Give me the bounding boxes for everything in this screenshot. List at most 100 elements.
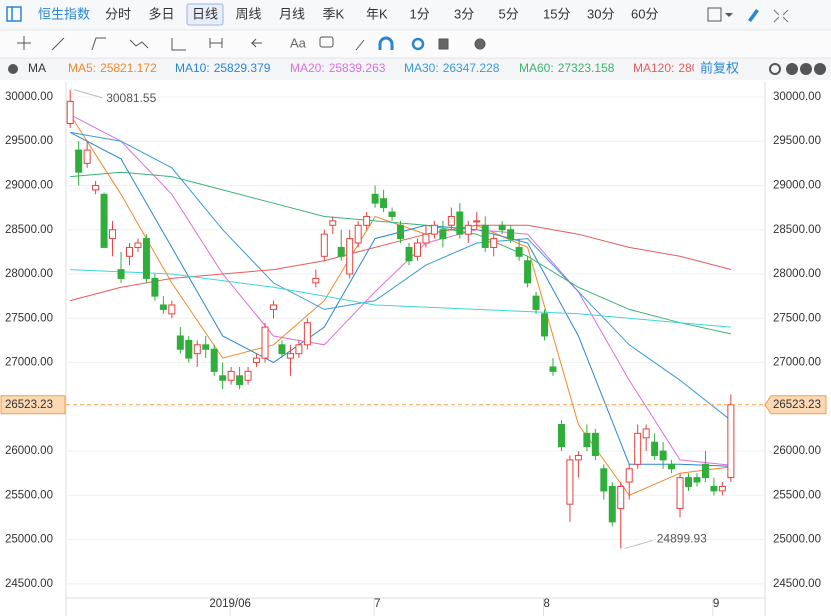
candle-body xyxy=(269,304,277,310)
legend-value: 26347.228 xyxy=(443,61,500,75)
candle-body xyxy=(591,432,599,456)
candle-body xyxy=(456,211,464,235)
crosshair-tool[interactable] xyxy=(17,36,31,50)
candle-body xyxy=(541,313,549,337)
add-icon[interactable] xyxy=(786,63,798,75)
pen-icon[interactable] xyxy=(748,9,759,22)
legend-entry: MA20: 25839.263 xyxy=(290,61,386,75)
period-tab[interactable]: 5分 xyxy=(499,6,519,21)
draw-tools xyxy=(17,36,486,51)
y2-tick-label: 30000.00 xyxy=(773,91,821,103)
period-tab[interactable]: 60分 xyxy=(631,6,658,21)
legend-value: 28050.5 xyxy=(678,61,722,75)
y2-tick-label: 24500.00 xyxy=(773,578,821,590)
candle-body xyxy=(625,468,633,483)
period-tab[interactable]: 周线 xyxy=(236,6,262,21)
candle-body xyxy=(109,229,117,240)
path-tool[interactable] xyxy=(91,37,106,51)
symbol-name[interactable]: 恒生指数 xyxy=(38,6,90,21)
legend-entry: MA120: 28050.5 xyxy=(633,61,722,75)
candle-body xyxy=(685,477,693,487)
y2-tick-label: 27000.00 xyxy=(773,357,821,369)
text-tool[interactable]: Aa xyxy=(290,35,307,50)
arrow-tool[interactable] xyxy=(250,38,262,48)
close-icon[interactable] xyxy=(814,63,826,75)
candle-body xyxy=(447,215,455,226)
candle-body xyxy=(676,477,684,510)
note-tool[interactable] xyxy=(319,36,334,48)
fib-tool[interactable] xyxy=(171,38,186,51)
legend-name: MA20: xyxy=(290,61,325,75)
candle-body xyxy=(219,375,227,381)
period-tab[interactable]: 日线 xyxy=(192,6,218,21)
candle-body xyxy=(574,454,582,461)
adjust-mode[interactable]: 前复权 xyxy=(700,60,739,75)
line-tool[interactable] xyxy=(51,37,65,51)
delete-tool[interactable] xyxy=(438,38,449,50)
price-tag xyxy=(764,395,827,415)
y-tick-label: 28000.00 xyxy=(5,268,53,280)
reset-icon[interactable] xyxy=(769,63,781,75)
dropdown-icon[interactable] xyxy=(725,13,733,17)
legend-entry: MA30: 26347.228 xyxy=(404,61,500,75)
period-tab[interactable]: 年K xyxy=(366,6,388,21)
sidebar-icon[interactable] xyxy=(6,6,22,22)
top-toolbar xyxy=(0,0,831,30)
candle-body xyxy=(346,238,354,275)
period-tab[interactable]: 季K xyxy=(323,6,345,21)
ma-line xyxy=(69,131,731,467)
layout-icon[interactable] xyxy=(707,7,722,22)
selected-tab xyxy=(186,3,224,26)
candle-body xyxy=(405,246,413,262)
candle-body xyxy=(75,149,83,173)
candle-body xyxy=(464,224,472,235)
legend-name: MA10: xyxy=(175,61,210,75)
y-tick-label: 28500.00 xyxy=(5,224,53,236)
y-tick-label: 25000.00 xyxy=(5,534,53,546)
period-tab[interactable]: 多日 xyxy=(149,6,175,21)
candle-body xyxy=(710,485,718,492)
wave-tool[interactable] xyxy=(129,39,149,49)
magnet-tool[interactable] xyxy=(378,36,394,50)
candle-body xyxy=(176,335,184,350)
y2-tick-label: 26000.00 xyxy=(773,445,821,457)
low-annotation: 24899.93 xyxy=(657,532,707,546)
legend-name: MA120: xyxy=(633,61,674,75)
period-tab[interactable]: 3分 xyxy=(454,6,474,21)
toggle-tool[interactable] xyxy=(474,38,486,50)
y2-tick-label: 25000.00 xyxy=(773,534,821,546)
candle-body xyxy=(430,224,438,235)
visibility-tool[interactable] xyxy=(411,37,425,51)
y2-tick-label: 25500.00 xyxy=(773,489,821,501)
candle-body xyxy=(439,229,447,240)
period-tab[interactable]: 15分 xyxy=(543,6,570,21)
candle-body xyxy=(507,229,515,240)
period-tab[interactable]: 分时 xyxy=(105,6,131,21)
remove-icon[interactable] xyxy=(800,63,812,75)
candle-body xyxy=(651,441,659,456)
period-tab[interactable]: 月线 xyxy=(279,6,305,21)
y-tick-label: 24500.00 xyxy=(5,578,53,590)
collapse-icon[interactable] xyxy=(8,64,18,74)
candle-body xyxy=(125,246,133,257)
candle-body xyxy=(253,357,261,364)
ma-line xyxy=(69,114,731,466)
price-tag-label: 26523.23 xyxy=(773,399,821,411)
range-tool[interactable] xyxy=(209,38,223,48)
candle-body xyxy=(701,463,709,479)
y-tick-label: 27500.00 xyxy=(5,312,53,324)
eraser-tool[interactable] xyxy=(355,39,365,51)
price-tag xyxy=(0,395,66,415)
ma-line xyxy=(70,131,732,421)
period-tab[interactable]: 30分 xyxy=(587,6,614,21)
candle-body xyxy=(261,326,269,359)
fullscreen-icon[interactable] xyxy=(773,9,789,23)
period-tab[interactable]: 1分 xyxy=(410,6,430,21)
y2-tick-label: 29000.00 xyxy=(773,180,821,192)
candle-body xyxy=(142,238,150,279)
candle-body xyxy=(193,344,201,355)
candle-body xyxy=(473,220,481,223)
legend-name: MA5: xyxy=(68,61,96,75)
